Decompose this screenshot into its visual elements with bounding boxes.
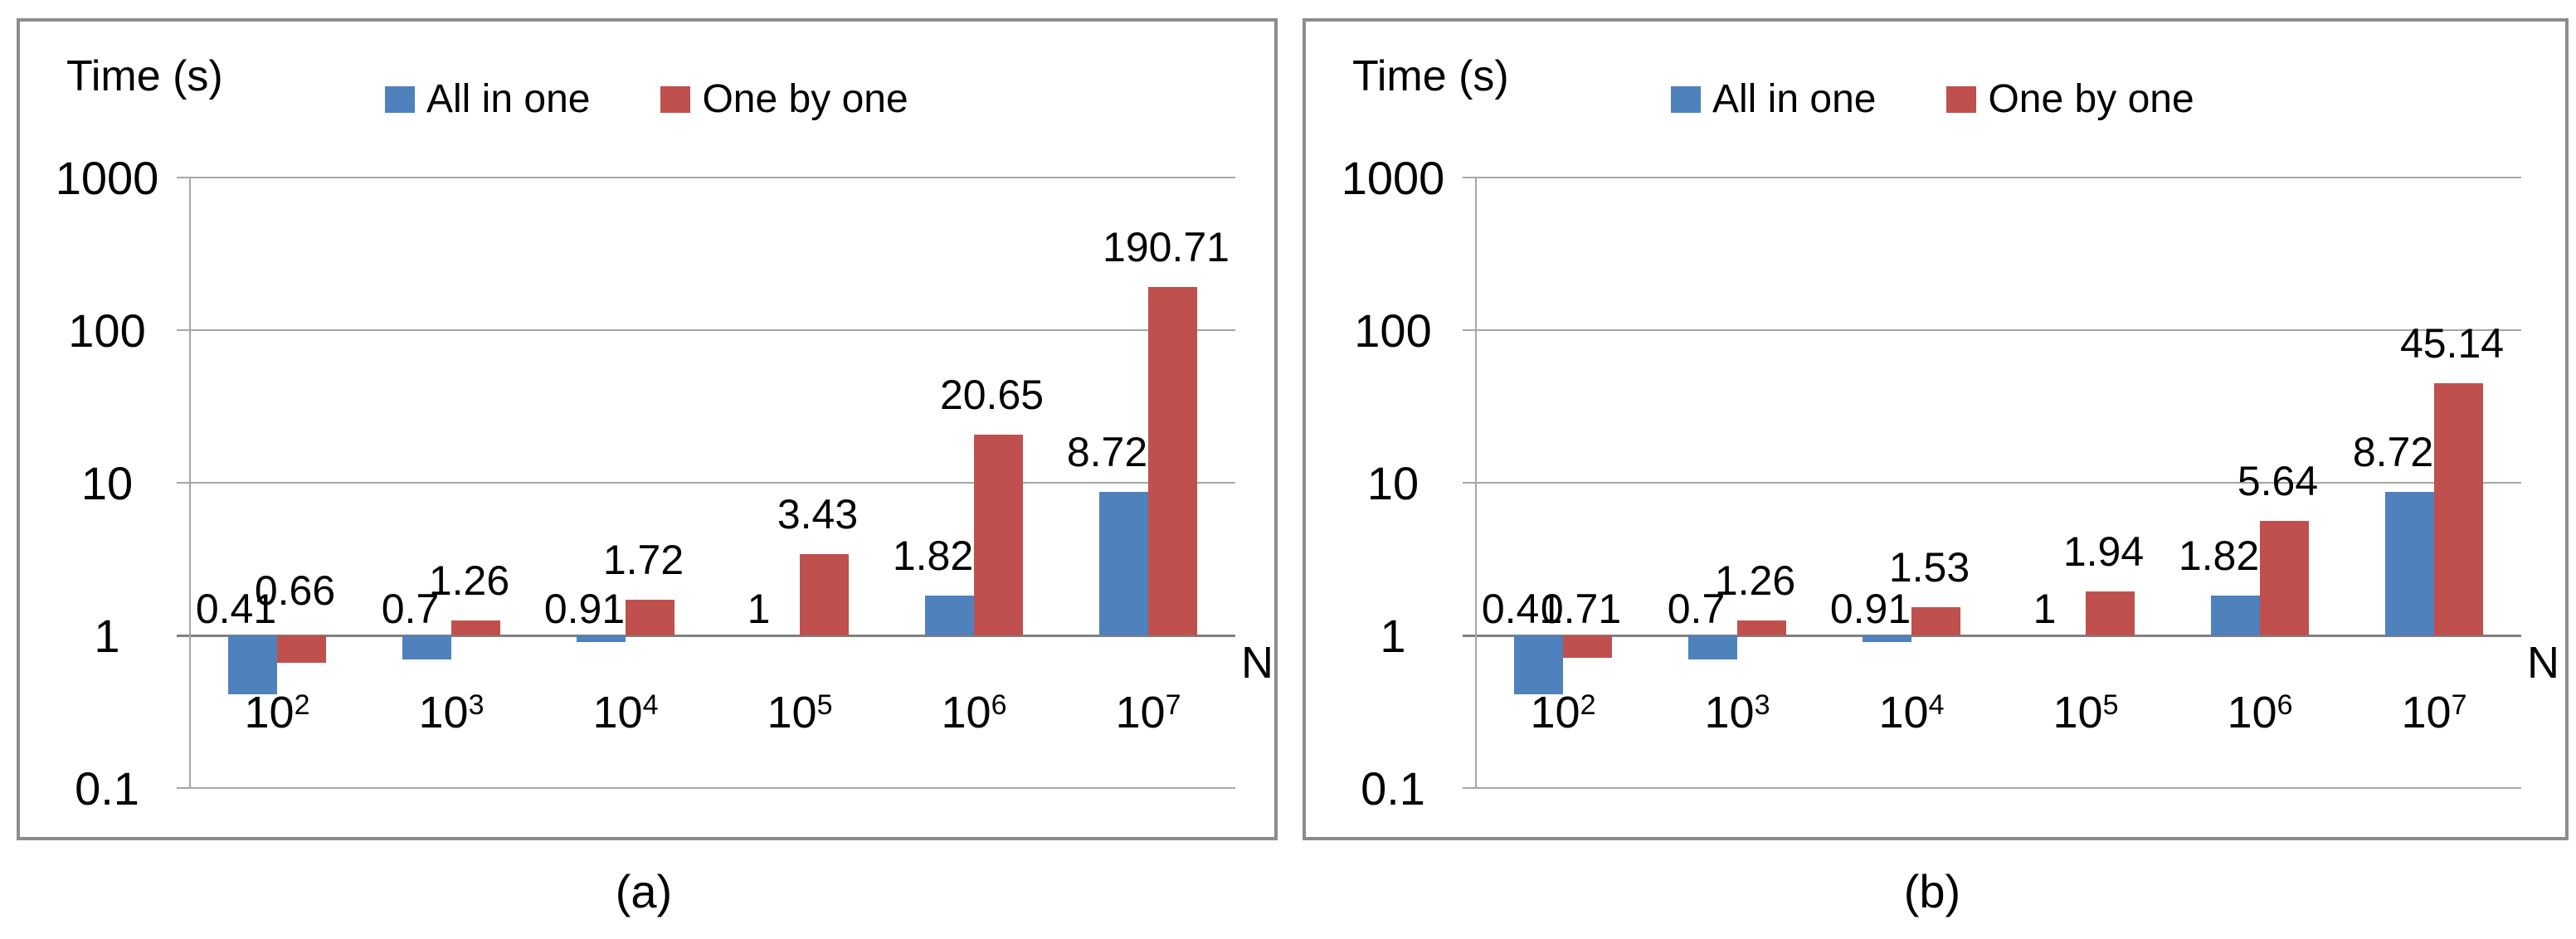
legend-item-one-by-one: One by one — [660, 76, 908, 122]
x-tick-label: 107 — [1115, 688, 1181, 737]
data-label: 0.91 — [1829, 586, 1911, 632]
legend-swatch-blue-icon — [385, 85, 415, 113]
data-label: 1.26 — [428, 557, 510, 604]
data-label: 3.43 — [777, 490, 859, 538]
x-tick-label: 105 — [2053, 688, 2119, 737]
data-label: 0.7 — [1667, 586, 1726, 632]
x-tick-label: 107 — [2401, 688, 2467, 737]
bar-all-in-one — [925, 596, 974, 635]
legend-label-one-by-one: One by one — [1988, 77, 2194, 121]
legend-label-one-by-one: One by one — [702, 77, 908, 121]
bar-all-in-one — [577, 635, 626, 642]
caption-a: (a) — [615, 865, 673, 917]
gridline — [1463, 177, 2521, 178]
data-label: 1 — [747, 586, 771, 632]
data-label: 1.82 — [892, 533, 974, 580]
gridline — [177, 482, 1235, 484]
data-label: 0.71 — [1540, 586, 1622, 632]
data-label: 0.7 — [381, 586, 440, 632]
plot-area-a: 1000 100 10 1 0.1 0.41 0.66 102 0.7 1.26 103 0.91 1.… — [20, 22, 1274, 837]
y-axis-line — [1475, 178, 1477, 788]
bar-all-in-one — [402, 635, 451, 659]
bar-one-by-one — [1911, 607, 1960, 635]
legend-label-all-in-one: All in one — [1712, 77, 1877, 121]
bar-one-by-one — [2434, 382, 2483, 635]
legend-swatch-red-icon — [1946, 85, 1977, 113]
bar-one-by-one — [626, 599, 674, 635]
bar-one-by-one — [2260, 520, 2309, 635]
x-tick-label: 102 — [1530, 688, 1596, 737]
x-tick-label: 104 — [592, 688, 659, 737]
bar-one-by-one — [974, 435, 1023, 635]
data-label: 1.82 — [2178, 533, 2260, 580]
x-axis-title: N — [2527, 638, 2559, 688]
data-label: 1.94 — [2062, 528, 2145, 576]
x-tick-label: 102 — [244, 688, 310, 737]
bar-all-in-one — [1688, 635, 1737, 659]
data-label: 8.72 — [2352, 428, 2434, 475]
x-tick-label: 106 — [941, 688, 1007, 737]
bar-all-in-one — [1863, 635, 1911, 642]
bar-one-by-one — [1737, 620, 1786, 635]
bar-all-in-one — [2385, 491, 2434, 635]
gridline — [177, 177, 1235, 178]
bar-one-by-one — [451, 620, 500, 635]
chart-panel-a: Time (s) All in one One by one 1000 100 10… — [17, 18, 1278, 840]
plot-area-b: 1000 100 10 1 0.1 0.41 0.71 102 0.7 1.26 103 0.91 1.… — [1306, 22, 2565, 837]
data-label: 1.53 — [1888, 544, 1970, 591]
bar-one-by-one — [1148, 287, 1197, 635]
data-label: 0.66 — [254, 567, 336, 614]
legend-label-all-in-one: All in one — [426, 77, 591, 121]
legend-item-all-in-one: All in one — [385, 76, 590, 122]
x-tick-label: 106 — [2227, 688, 2293, 737]
bar-one-by-one — [800, 553, 849, 635]
data-label: 1.72 — [602, 536, 684, 583]
gridline — [177, 787, 1235, 789]
data-label: 20.65 — [939, 372, 1045, 419]
data-label: 0.41 — [1481, 586, 1563, 632]
bar-one-by-one — [277, 635, 326, 664]
x-tick-label: 104 — [1878, 688, 1945, 737]
gridline — [1463, 635, 2521, 637]
gridline — [1463, 329, 2521, 331]
legend-item-one-by-one: One by one — [1946, 76, 2194, 122]
data-label: 1 — [2033, 586, 2057, 632]
bar-one-by-one — [1563, 635, 1612, 659]
data-label: 190.71 — [1103, 224, 1230, 271]
x-tick-label: 103 — [1704, 688, 1770, 737]
gridline — [1463, 482, 2521, 484]
data-label: 8.72 — [1066, 428, 1148, 475]
bar-all-in-one — [1099, 491, 1148, 635]
x-axis-title: N — [1241, 638, 1273, 688]
bar-all-in-one — [228, 635, 277, 695]
x-tick-label: 103 — [418, 688, 485, 737]
legend-swatch-red-icon — [660, 85, 691, 113]
gridline — [177, 635, 1235, 637]
gridline — [177, 329, 1235, 331]
gridline — [1463, 787, 2521, 789]
x-tick-label: 105 — [767, 688, 833, 737]
bar-one-by-one — [2086, 591, 2135, 635]
bar-all-in-one — [2211, 596, 2260, 635]
y-axis-line — [189, 178, 191, 788]
legend: All in one One by one — [385, 76, 908, 122]
bar-all-in-one — [1514, 635, 1563, 695]
y-axis-title: Time (s) — [1352, 52, 1509, 100]
caption-b: (b) — [1903, 865, 1961, 917]
legend: All in one One by one — [1671, 76, 2194, 122]
legend-item-all-in-one: All in one — [1671, 76, 1876, 122]
chart-panel-b: Time (s) All in one One by one 1000 100 10… — [1303, 18, 2569, 840]
data-label: 0.41 — [195, 586, 277, 632]
y-axis-title: Time (s) — [66, 52, 223, 100]
data-label: 5.64 — [2237, 457, 2319, 504]
data-label: 0.91 — [543, 586, 626, 632]
data-label: 1.26 — [1714, 557, 1796, 604]
data-label: 45.14 — [2399, 319, 2505, 367]
legend-swatch-blue-icon — [1671, 85, 1701, 113]
